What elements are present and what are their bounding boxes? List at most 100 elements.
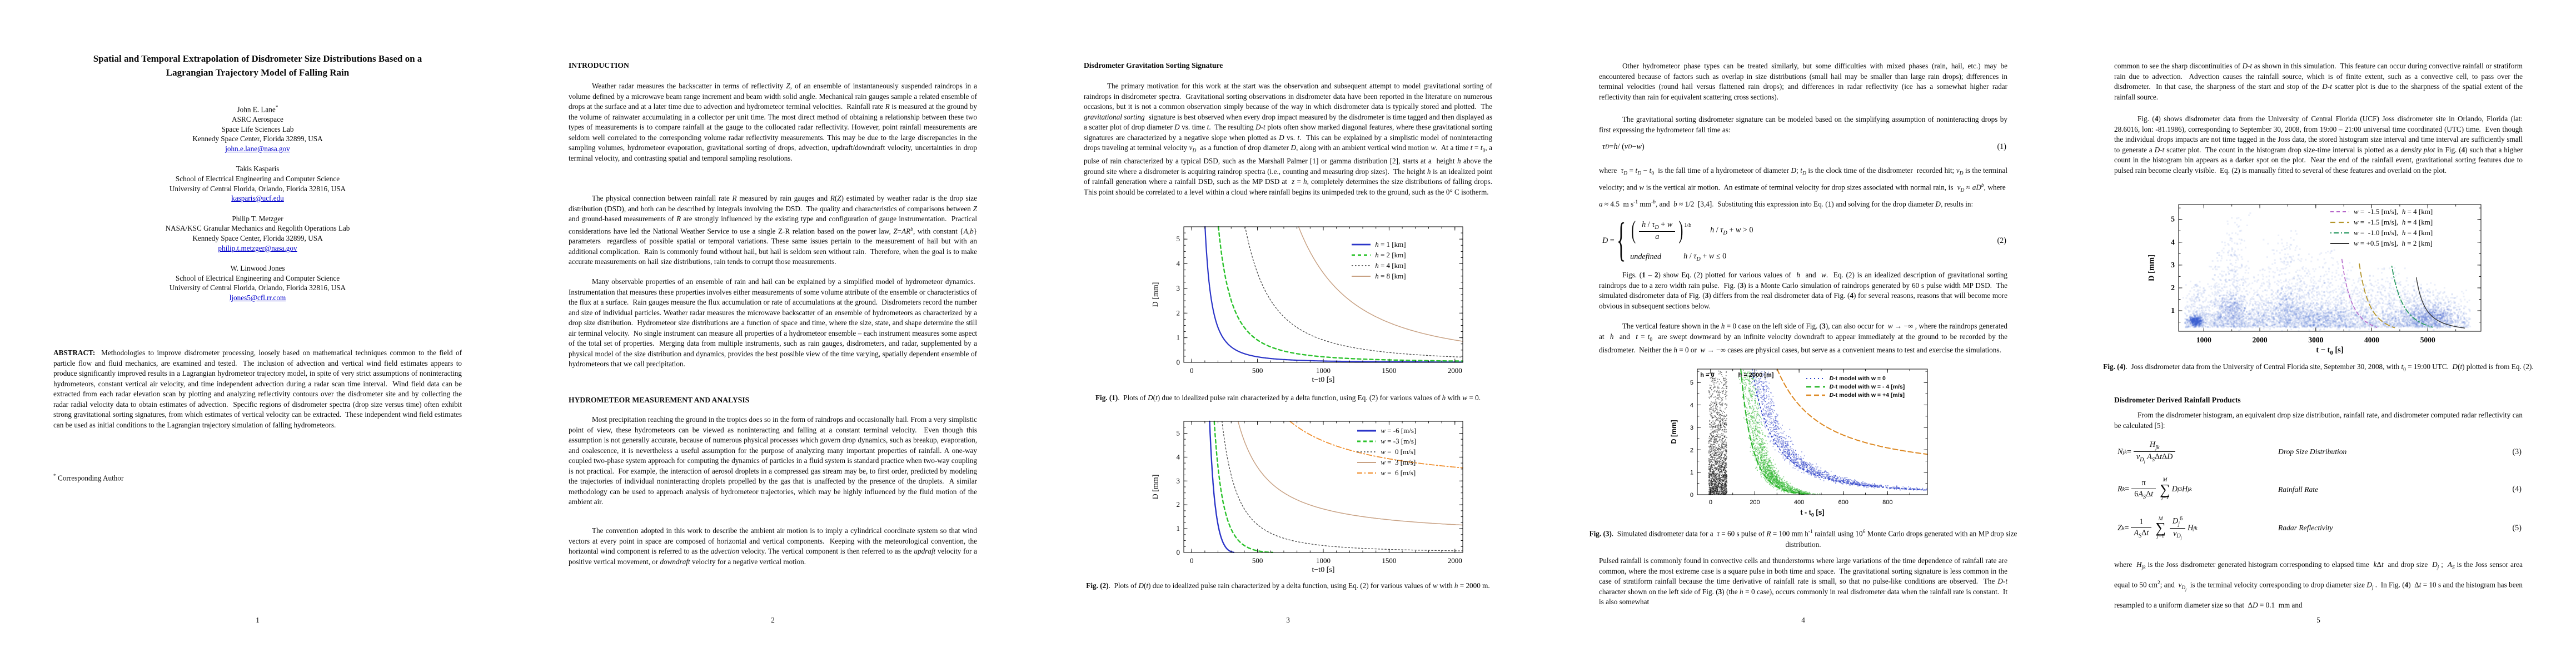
equation-5-label: Radar Reflectivity [2278, 524, 2333, 532]
page-1: Spatial and Temporal Extrapolation of Di… [0, 0, 515, 667]
svg-text:3: 3 [1177, 284, 1180, 292]
svg-text:5: 5 [1177, 235, 1180, 243]
author-1: John E. Lane* ASRC Aerospace Space Life Sc… [192, 105, 323, 153]
svg-text:1500: 1500 [1382, 366, 1396, 375]
svg-text:3: 3 [1177, 476, 1180, 485]
paper-title: Spatial and Temporal Extrapolation of Di… [93, 53, 422, 78]
footnote: * Corresponding Author [53, 474, 124, 482]
y-axis-label: D [mm] [2147, 255, 2156, 281]
svg-text:4: 4 [1177, 452, 1180, 461]
abstract: ABSTRACT: Methodologies to improve disdr… [53, 349, 462, 429]
svg-text:200: 200 [1750, 499, 1760, 506]
figure-2-canvas-svg: 0 500 1000 1500 2000 0 1 2 3 4 5 [1177, 420, 1463, 565]
equation-4-number: (4) [2512, 485, 2522, 494]
p2-paragraph-4: Most precipitation reaching the ground i… [569, 415, 977, 506]
svg-text:2: 2 [1177, 308, 1180, 317]
x-axis-label: t−t0 [s] [1312, 566, 1335, 574]
figure-2-caption: Fig. (2). Plots of D(t) due to idealized… [1086, 581, 1490, 590]
figure-1-canvas-svg: 0 500 1000 1500 2000 0 1 2 3 4 5 [1177, 226, 1464, 375]
p4-paragraph-3: where τD = tD − t0 is the fall time of a… [1599, 166, 2008, 208]
equation-5-number: (5) [2512, 523, 2522, 532]
page-number-5: 5 [2316, 616, 2320, 624]
equation-2-body: D = {(h / τD + w a) 1/b h / τD + w > 0 undef… [1602, 215, 1753, 266]
x-axis-label: t−t0 [s] [1312, 376, 1335, 384]
svg-text:1000: 1000 [1316, 366, 1331, 375]
svg-text:2: 2 [1177, 500, 1180, 509]
svg-text:800: 800 [1882, 499, 1892, 506]
page-2: INTRODUCTION Weather radar measures the … [515, 0, 1030, 667]
svg-text:0: 0 [1177, 548, 1180, 556]
figure-1-caption: Fig. (1). Plots of D(t) due to idealized… [1095, 394, 1481, 402]
svg-text:0: 0 [1177, 358, 1180, 366]
equation-4-label: Rainfall Rate [2278, 485, 2319, 494]
y-axis-label: D [mm] [1152, 282, 1160, 307]
p4-paragraph-6: Pulsed rainfall is commonly found in con… [1599, 556, 2007, 606]
svg-text:0: 0 [1690, 492, 1693, 499]
y-axis-label: D [mm] [1152, 474, 1160, 500]
p2-paragraph-3: Many observable properties of an ensembl… [569, 277, 977, 368]
svg-text:600: 600 [1838, 499, 1848, 506]
svg-text:400: 400 [1794, 499, 1804, 506]
svg-text:4: 4 [1690, 402, 1693, 409]
svg-text:2000: 2000 [1448, 366, 1462, 375]
svg-text:5: 5 [1690, 380, 1693, 386]
x-axis-label: t - t0 [s] [1800, 509, 1825, 518]
figure-4-caption: Fig. (4). Joss disdrometer data from the… [2103, 362, 2534, 373]
author-2: Takis Kasparis School of Electrical Engin… [169, 165, 346, 203]
legend: w = -6 [m/s] w = -3 [m/s] w = 0 [m/s] w = 3… [1357, 426, 1417, 477]
p2-paragraph-5: The convention adopted in this work to d… [569, 526, 977, 566]
email-link-kasparis[interactable]: kasparis@ucf.edu [231, 194, 284, 203]
figure-3-caption: Fig. (3). Simulated disdrometer data for… [1589, 529, 2017, 549]
plot-label-1: h = 0 [1700, 372, 1715, 379]
p5-paragraph-1: common to see the sharp discontinuities … [2114, 62, 2523, 101]
equation-2: D = {(h / τD + w a) 1/b h / τD + w > 0 undef… [1599, 215, 2007, 266]
y-axis-label: D [mm] [1670, 420, 1678, 444]
svg-text:2000: 2000 [1448, 556, 1462, 565]
svg-text:4: 4 [1177, 260, 1180, 268]
equation-1-number: (1) [1997, 142, 2006, 151]
x-axis-label: t − t0 [s] [2316, 346, 2344, 356]
svg-text:1000: 1000 [1316, 556, 1331, 565]
equation-2-number: (2) [1997, 236, 2006, 246]
section-heading-rainfall-products: Disdrometer Derived Rainfall Products [2114, 396, 2241, 404]
svg-text:1500: 1500 [1382, 556, 1396, 565]
p2-paragraph-2: The physical connection between rainfall… [569, 194, 978, 266]
page-number-2: 2 [771, 616, 775, 624]
equation-3-number: (3) [2512, 447, 2522, 456]
email-link-lane[interactable]: john.e.lane@nasa.gov [225, 144, 290, 153]
figure-3-canvas: 0 200 400 600 800 0 1 2 3 4 5 t - t0 [s] D [mm] D-t m… [1666, 362, 1933, 525]
svg-text:0: 0 [1190, 556, 1194, 565]
figure-3-canvas-svg: 0 200 400 600 800 0 1 2 3 4 5 [1690, 369, 1928, 506]
section-heading-introduction: INTRODUCTION [569, 61, 629, 69]
page-3: Disdrometer Gravitation Sorting Signatur… [1030, 0, 1546, 667]
figure-1-canvas: 0 500 1000 1500 2000 0 1 2 3 4 5 t−t0 [s] D [mm] h = … [1148, 221, 1471, 389]
email-link-metzger[interactable]: philip.t.metzger@nasa.gov [218, 243, 297, 252]
p5-paragraph-2: Fig. (4) shows disdrometer data from the… [2114, 115, 2523, 175]
svg-text:1: 1 [1690, 470, 1693, 476]
p3-paragraph-1: The primary motivation for this work at … [1084, 82, 1493, 196]
page-4: Other hydrometeor phase types can be tre… [1546, 0, 2061, 667]
p4-paragraph-5: The vertical feature shown in the h = 0 … [1599, 322, 2007, 354]
p5-paragraph-3: From the disdrometer histogram, an equiv… [2114, 411, 2523, 430]
legend: h = 1 [km] h = 2 [km] h = 4 [km] h = 8 [km] [1352, 240, 1406, 281]
p4-paragraph-1: Other hydrometeor phase types can be tre… [1599, 62, 2007, 101]
page-number-4: 4 [1801, 616, 1805, 624]
svg-text:1: 1 [1177, 334, 1180, 342]
svg-text:0: 0 [1709, 499, 1712, 506]
svg-text:1: 1 [1177, 524, 1180, 532]
page-number-1: 1 [256, 616, 260, 624]
figure-3: 0 200 400 600 800 0 1 2 3 4 5 t - t0 [s] D [mm] D-t m… [1666, 362, 1933, 525]
equation-3-label: Drop Size Distribution [2278, 447, 2347, 456]
svg-text:500: 500 [1252, 366, 1263, 375]
plot-label-2: h = 2000 [m] [1738, 372, 1774, 379]
author-3: Philip T. Metzger NASA/KSC Granular Mecha… [165, 214, 350, 252]
email-link-jones[interactable]: ljones5@cfl.rr.com [229, 293, 286, 302]
figure-4: 1000 2000 3000 4000 5000 1 2 3 4 5 t − t0 [s] D [mm… [2144, 199, 2489, 360]
